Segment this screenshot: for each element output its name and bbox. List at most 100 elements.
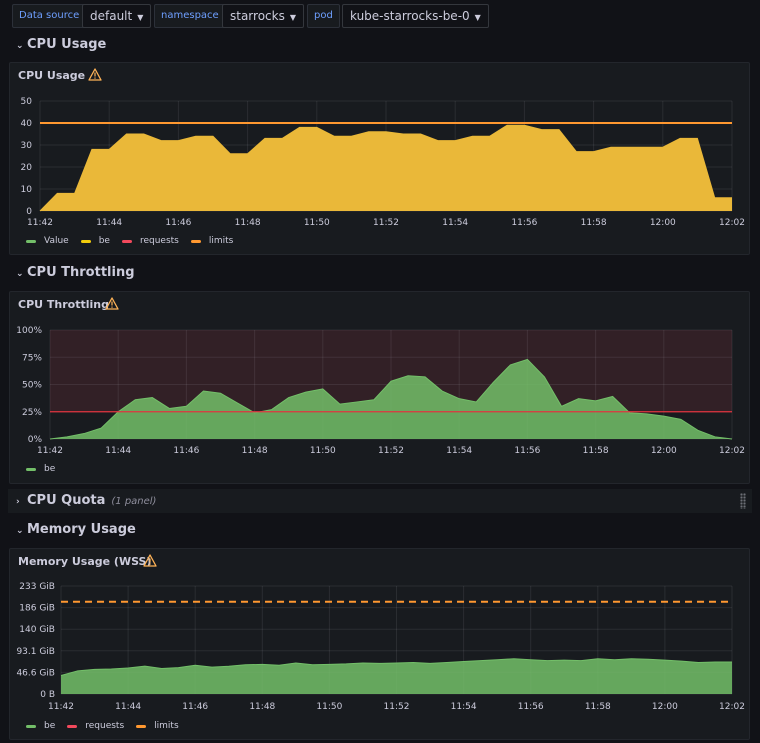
panel-title[interactable]: CPU Throttling [18, 298, 109, 311]
memory-usage-chart: 0 B 46.6 GiB 93.1 GiB 140 GiB 186 GiB 233 GiB… [16, 582, 745, 712]
row-header[interactable]: › CPU Quota (1 panel) [16, 491, 156, 511]
y-tick-label: 0 [26, 207, 32, 217]
drag-handle-icon[interactable] [740, 493, 746, 509]
x-tick-label: 11:48 [249, 702, 275, 712]
legend-swatch [136, 724, 147, 728]
series-area-be [61, 658, 732, 694]
pod-select[interactable]: kube-starrocks-be-0 ▼ [342, 4, 489, 28]
legend-swatch [26, 724, 36, 728]
x-tick-label: 11:44 [115, 702, 141, 712]
namespace-value: starrocks [230, 9, 285, 23]
legend-label: requests [85, 721, 125, 731]
x-tick-label: 11:44 [96, 218, 122, 228]
row-memory-usage[interactable]: ⌄ Memory Usage [16, 520, 136, 540]
y-tick-label: 0% [28, 435, 43, 445]
x-tick-label: 12:02 [719, 446, 745, 456]
x-tick-label: 11:46 [182, 702, 208, 712]
y-tick-label: 25% [22, 408, 42, 418]
row-cpu-usage[interactable]: ⌄ CPU Usage [16, 35, 106, 55]
chevron-down-icon: ▼ [289, 13, 296, 22]
datasource-value: default [90, 9, 133, 23]
x-tick-label: 11:42 [48, 702, 74, 712]
series-line-be [60, 658, 732, 676]
row-cpu-throttling[interactable]: ⌄ CPU Throttling [16, 263, 135, 283]
warning-icon[interactable] [88, 68, 102, 81]
y-tick-label: 46.6 GiB [16, 668, 55, 678]
chevron-down-icon: ⌄ [16, 526, 24, 536]
x-tick-label: 11:52 [378, 446, 404, 456]
legend-item[interactable]: limits [190, 236, 234, 246]
chevron-right-icon: › [16, 497, 20, 507]
x-tick-label: 11:54 [451, 702, 477, 712]
chevron-down-icon: ▼ [137, 13, 144, 22]
series-line-be [49, 358, 733, 440]
legend-swatch [26, 239, 36, 243]
legend-swatch [67, 724, 78, 728]
y-tick-label: 140 GiB [19, 625, 55, 635]
y-tick-label: 20 [21, 163, 33, 173]
y-tick-label: 233 GiB [19, 582, 55, 592]
legend-swatch [80, 239, 91, 243]
chevron-down-icon: ⌄ [16, 269, 24, 279]
legend-swatch [121, 239, 132, 243]
legend-item[interactable]: requests [67, 721, 124, 731]
panel-title[interactable]: CPU Usage [18, 69, 86, 82]
legend-label: be [44, 464, 56, 474]
x-tick-label: 11:46 [165, 218, 191, 228]
legend-label: Value [44, 236, 69, 246]
x-tick-label: 11:48 [242, 446, 268, 456]
legend-item[interactable]: requests [121, 236, 179, 246]
legend-label: be [44, 721, 56, 731]
panel-title[interactable]: Memory Usage (WSS) [18, 555, 152, 568]
legend-item[interactable]: be [26, 721, 55, 731]
legend-label: limits [208, 236, 234, 246]
warning-icon[interactable] [143, 554, 157, 567]
x-tick-label: 11:56 [514, 446, 540, 456]
x-tick-label: 11:42 [27, 218, 53, 228]
legend-label: requests [139, 236, 179, 246]
x-tick-label: 11:50 [316, 702, 342, 712]
x-tick-label: 12:02 [719, 702, 745, 712]
row-title: CPU Quota [27, 493, 106, 508]
legend-label: be [98, 236, 110, 246]
cpu-usage-chart: 0 10 20 30 40 50 11:42 11:44 11:46 11:48 11:50 11:5… [21, 97, 745, 228]
series-area-be [40, 125, 732, 211]
legend-item[interactable]: be [26, 464, 55, 474]
x-tick-label: 11:46 [173, 446, 199, 456]
x-tick-label: 11:44 [105, 446, 131, 456]
warning-icon[interactable] [105, 297, 119, 310]
x-tick-label: 12:00 [651, 446, 677, 456]
x-tick-label: 12:00 [652, 702, 678, 712]
x-tick-label: 11:58 [585, 702, 611, 712]
row-cpu-quota[interactable]: › CPU Quota (1 panel) [8, 489, 752, 513]
x-tick-label: 12:02 [719, 218, 745, 228]
legend-swatch [26, 467, 36, 471]
x-tick-label: 11:54 [442, 218, 468, 228]
y-tick-label: 93.1 GiB [16, 647, 55, 657]
x-tick-label: 11:52 [373, 218, 399, 228]
namespace-select[interactable]: starrocks ▼ [222, 4, 304, 28]
x-tick-label: 11:48 [235, 218, 261, 228]
y-tick-label: 50% [22, 381, 42, 391]
series-area-be [50, 359, 732, 439]
y-tick-label: 186 GiB [19, 604, 55, 614]
variable-label-datasource: Data source [12, 4, 87, 28]
x-tick-label: 11:54 [446, 446, 472, 456]
y-tick-label: 0 B [40, 690, 55, 700]
legend-item[interactable]: be [80, 236, 110, 246]
panel-cpu-throttling: CPU Throttling 0% 25% 50% 75% 100% 11:42 11:44… [9, 291, 750, 484]
y-tick-label: 10 [21, 185, 33, 195]
legend-item[interactable]: limits [136, 721, 179, 731]
y-tick-label: 75% [22, 353, 42, 363]
legend: be [26, 464, 55, 474]
datasource-select[interactable]: default ▼ [82, 4, 152, 28]
cpu-throttling-chart: 0% 25% 50% 75% 100% 11:42 11:44 11:46 11:48 11:50… [16, 326, 745, 456]
x-tick-label: 11:56 [511, 218, 537, 228]
x-tick-label: 11:58 [581, 218, 607, 228]
legend-item[interactable]: Value [26, 236, 69, 246]
legend-swatch [190, 239, 201, 243]
legend: be requests limits [26, 721, 179, 731]
row-title: CPU Usage [27, 37, 107, 52]
row-panel-count: (1 panel) [111, 496, 157, 507]
legend-label: limits [154, 721, 179, 731]
